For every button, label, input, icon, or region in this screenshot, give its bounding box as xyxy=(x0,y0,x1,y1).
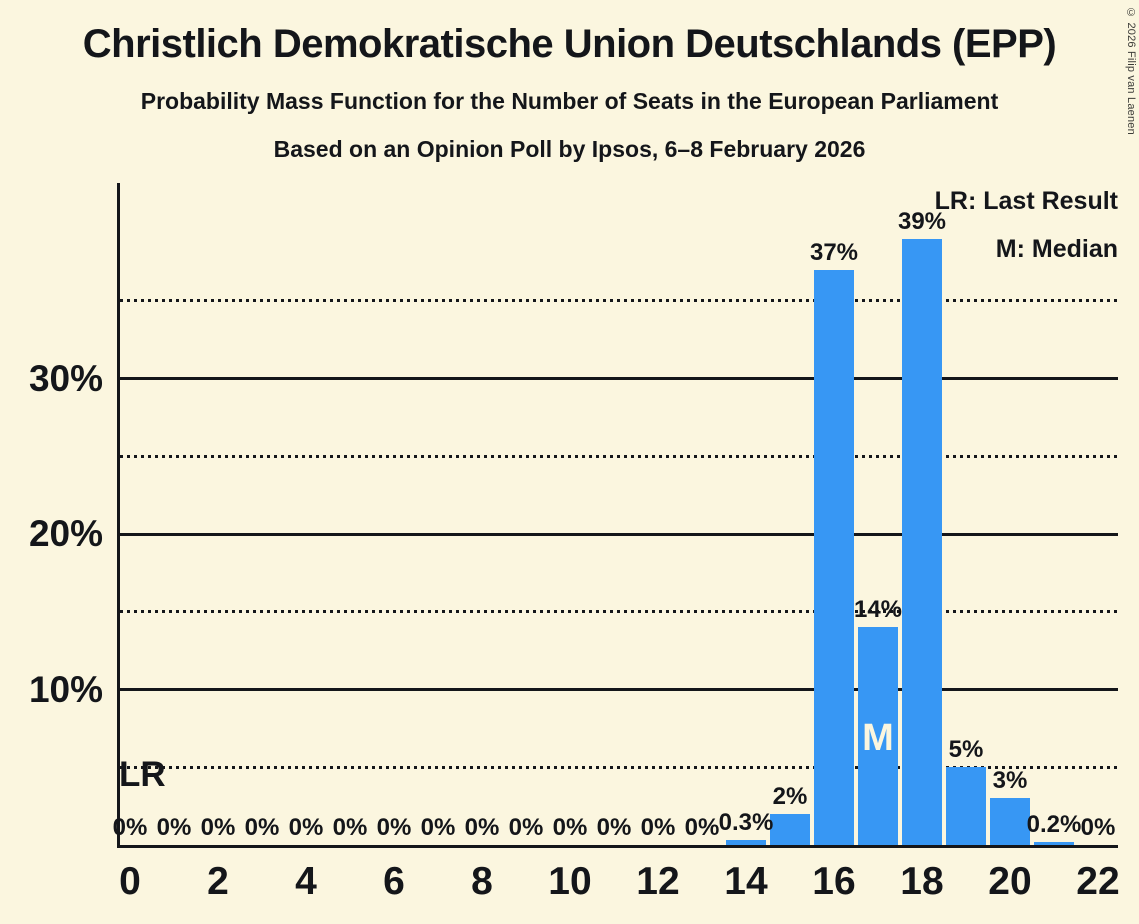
bar-seat-19 xyxy=(946,767,986,845)
legend-median: M: Median xyxy=(995,235,1118,263)
gridline-solid xyxy=(120,377,1118,380)
y-axis-line xyxy=(117,183,120,848)
bar-value-label: 0% xyxy=(596,814,632,841)
plot-area: 0% 0% 0% 0% 0% 0% 0% 0% 0% 0% 0% 0% 0% 0% 0.3% 2% 37% M 14… xyxy=(113,183,1118,848)
bar-value-label: 0% xyxy=(552,814,588,841)
bar-value-label: 0% xyxy=(288,814,324,841)
x-tick-label: 2 xyxy=(207,860,229,903)
bar-seat-17: M xyxy=(858,627,898,845)
x-tick-label: 0 xyxy=(119,860,141,903)
x-tick-label: 12 xyxy=(636,860,680,903)
gridline-dotted xyxy=(120,610,1118,614)
gridline-dotted xyxy=(120,765,1118,769)
gridline-solid xyxy=(120,688,1118,691)
bar-value-label: 39% xyxy=(897,207,947,235)
copyright-text: © 2026 Filip van Laenen xyxy=(1125,7,1137,135)
bar-value-label: 0% xyxy=(156,814,192,841)
bar-value-label: 0% xyxy=(200,814,236,841)
bar-value-label: 37% xyxy=(809,238,859,266)
bar-value-label: 0% xyxy=(420,814,456,841)
bar-value-label: 0.3% xyxy=(718,809,774,837)
bar-value-label: 0.2% xyxy=(1026,810,1082,838)
x-tick-label: 4 xyxy=(295,860,317,903)
bar-value-label: 0% xyxy=(464,814,500,841)
y-tick-label: 20% xyxy=(28,513,103,554)
chart-title: Christlich Demokratische Union Deutschla… xyxy=(82,22,1057,66)
x-tick-label: 14 xyxy=(724,860,768,903)
bar-seat-15 xyxy=(770,813,810,845)
gridline-dotted xyxy=(120,299,1118,303)
bar-value-label: 2% xyxy=(772,782,808,810)
y-tick-label: 30% xyxy=(28,357,103,399)
chart-subtitle: Probability Mass Function for the Number… xyxy=(140,88,999,114)
x-tick-label: 22 xyxy=(1076,860,1120,903)
bar-seat-20 xyxy=(990,798,1030,845)
last-result-marker-label: LR xyxy=(119,755,166,794)
bar-value-label: 0% xyxy=(508,814,544,841)
bar-value-label: 0% xyxy=(332,814,368,841)
bar-value-label: 3% xyxy=(992,767,1028,795)
legend-last-result: LR: Last Result xyxy=(934,187,1118,215)
bar-seat-14 xyxy=(726,840,766,845)
bar-seat-21 xyxy=(1034,841,1074,845)
x-tick-label: 16 xyxy=(812,860,856,903)
x-axis-line xyxy=(117,845,1118,848)
median-marker-label: M xyxy=(862,717,894,759)
x-tick-label: 10 xyxy=(548,860,592,903)
bar-value-label: 0% xyxy=(640,814,676,841)
bar-value-label: 0% xyxy=(376,814,412,841)
x-tick-label: 18 xyxy=(900,860,944,903)
gridline-solid xyxy=(120,532,1118,536)
bar-value-label: 0% xyxy=(244,814,280,841)
bar-value-label: 5% xyxy=(948,736,984,764)
gridline-dotted xyxy=(120,454,1118,458)
x-tick-label: 6 xyxy=(383,860,405,903)
bar-seat-16 xyxy=(814,269,854,845)
x-tick-label: 20 xyxy=(988,860,1032,903)
bar-value-label: 0% xyxy=(1080,814,1116,841)
bar-seat-18 xyxy=(902,238,942,845)
bar-value-label: 0% xyxy=(684,814,720,841)
bar-value-label: 14% xyxy=(853,596,903,624)
x-tick-label: 8 xyxy=(471,860,493,903)
y-tick-label: 10% xyxy=(28,668,103,710)
chart-source-line: Based on an Opinion Poll by Ipsos, 6–8 F… xyxy=(273,136,866,162)
